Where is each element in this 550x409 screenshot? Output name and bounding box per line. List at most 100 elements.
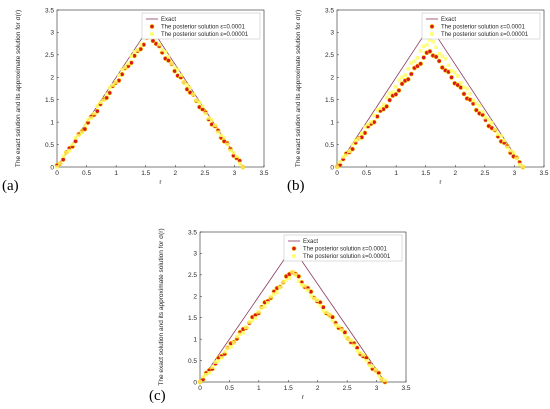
x-axis-label: r bbox=[439, 179, 442, 186]
data-point bbox=[455, 74, 460, 78]
data-point bbox=[306, 288, 310, 292]
data-point bbox=[517, 162, 522, 167]
data-point bbox=[477, 103, 482, 108]
y-tick-label: 2 bbox=[330, 75, 334, 82]
data-point bbox=[405, 76, 411, 82]
data-point bbox=[82, 126, 88, 132]
data-point bbox=[203, 111, 208, 116]
data-point bbox=[465, 86, 469, 91]
data-point bbox=[110, 83, 115, 87]
data-point bbox=[499, 134, 503, 138]
data-point bbox=[370, 364, 375, 369]
data-point bbox=[284, 278, 289, 283]
panel-label: (c) bbox=[149, 388, 166, 404]
legend: Exact The posterior solution ε=0.0001The … bbox=[421, 12, 541, 40]
data-point bbox=[95, 104, 100, 109]
data-point bbox=[366, 122, 370, 127]
y-axis-label: The exact solution and its approximate s… bbox=[15, 10, 22, 167]
data-point bbox=[459, 81, 463, 85]
y-tick-label: 0 bbox=[50, 164, 54, 171]
data-point bbox=[367, 363, 372, 368]
data-point bbox=[471, 98, 476, 103]
data-point bbox=[104, 92, 109, 97]
data-point bbox=[216, 130, 220, 135]
data-point bbox=[409, 61, 414, 65]
data-point bbox=[235, 334, 239, 339]
data-point bbox=[129, 54, 134, 59]
data-point bbox=[275, 290, 279, 295]
data-point bbox=[496, 132, 500, 137]
data-point bbox=[387, 97, 393, 103]
data-point bbox=[172, 65, 177, 70]
data-point bbox=[446, 63, 451, 67]
data-point bbox=[436, 58, 442, 64]
y-tick-label: 3 bbox=[50, 30, 54, 37]
y-tick-label: 2.5 bbox=[188, 272, 197, 279]
y-tick-label: 3 bbox=[193, 251, 197, 258]
data-point bbox=[415, 63, 420, 69]
data-point bbox=[339, 328, 344, 332]
data-point bbox=[433, 54, 439, 60]
data-point bbox=[197, 100, 202, 105]
data-point bbox=[418, 61, 424, 67]
data-point bbox=[396, 88, 402, 93]
x-tick-label: 2.5 bbox=[200, 170, 209, 177]
data-point bbox=[94, 108, 100, 114]
y-axis-label: The exact solution and its approximate s… bbox=[295, 10, 302, 167]
x-tick-label: 3.5 bbox=[539, 170, 548, 177]
data-point bbox=[418, 49, 423, 53]
data-point bbox=[350, 146, 355, 152]
y-tick-label: 1 bbox=[50, 119, 54, 126]
chart-panel-1: 0 0.5 1 1.5 2 2.5 3 3.5 0 0.5 1 1.5 2 2.5 3 3.5 r The exa… bbox=[15, 7, 269, 186]
data-point bbox=[238, 332, 242, 337]
data-point bbox=[309, 294, 313, 298]
y-axis-label: The exact solution and its approximate s… bbox=[158, 228, 165, 385]
data-point bbox=[225, 346, 230, 350]
legend-entry: Exact bbox=[303, 239, 318, 245]
data-point bbox=[353, 138, 358, 143]
x-tick-label: 0.5 bbox=[82, 170, 91, 177]
legend-entry: The posterior solution ε=0.00001 bbox=[161, 32, 249, 38]
x-tick-label: 0 bbox=[198, 385, 202, 392]
series-markers-2 bbox=[198, 270, 387, 384]
legend-box bbox=[141, 12, 261, 40]
data-point bbox=[269, 294, 273, 299]
data-point bbox=[502, 138, 506, 143]
data-point bbox=[92, 111, 96, 116]
legend-box bbox=[283, 234, 403, 262]
x-tick-label: 1.5 bbox=[141, 170, 150, 177]
data-point bbox=[210, 365, 215, 369]
legend-swatch bbox=[430, 32, 434, 36]
x-tick-label: 2 bbox=[316, 385, 320, 392]
data-point bbox=[443, 56, 448, 61]
data-point bbox=[163, 50, 168, 54]
data-point bbox=[98, 100, 103, 105]
data-point bbox=[216, 359, 221, 363]
data-point bbox=[508, 148, 513, 153]
data-point bbox=[406, 67, 411, 71]
data-point bbox=[428, 38, 432, 42]
series-markers-2 bbox=[55, 30, 245, 169]
data-point bbox=[169, 61, 174, 66]
data-point bbox=[358, 350, 363, 355]
data-point bbox=[421, 55, 427, 60]
data-point bbox=[412, 59, 417, 63]
data-point bbox=[132, 50, 137, 54]
y-tick-label: 1 bbox=[330, 119, 334, 126]
y-tick-label: 3.5 bbox=[188, 229, 197, 236]
data-point bbox=[335, 165, 339, 169]
data-point bbox=[321, 309, 326, 313]
axes-box bbox=[199, 231, 407, 383]
data-point bbox=[232, 340, 236, 345]
data-point bbox=[210, 118, 214, 122]
data-point bbox=[493, 127, 497, 132]
y-tick-label: 2 bbox=[50, 75, 54, 82]
y-tick-label: 1.5 bbox=[188, 315, 197, 322]
data-point bbox=[201, 374, 205, 379]
data-point bbox=[312, 296, 316, 301]
y-tick-label: 3 bbox=[330, 30, 334, 37]
data-point bbox=[473, 107, 479, 113]
data-point bbox=[198, 380, 202, 384]
legend: Exact The posterior solution ε=0.0001The … bbox=[141, 12, 261, 40]
legend-swatch bbox=[291, 246, 297, 251]
